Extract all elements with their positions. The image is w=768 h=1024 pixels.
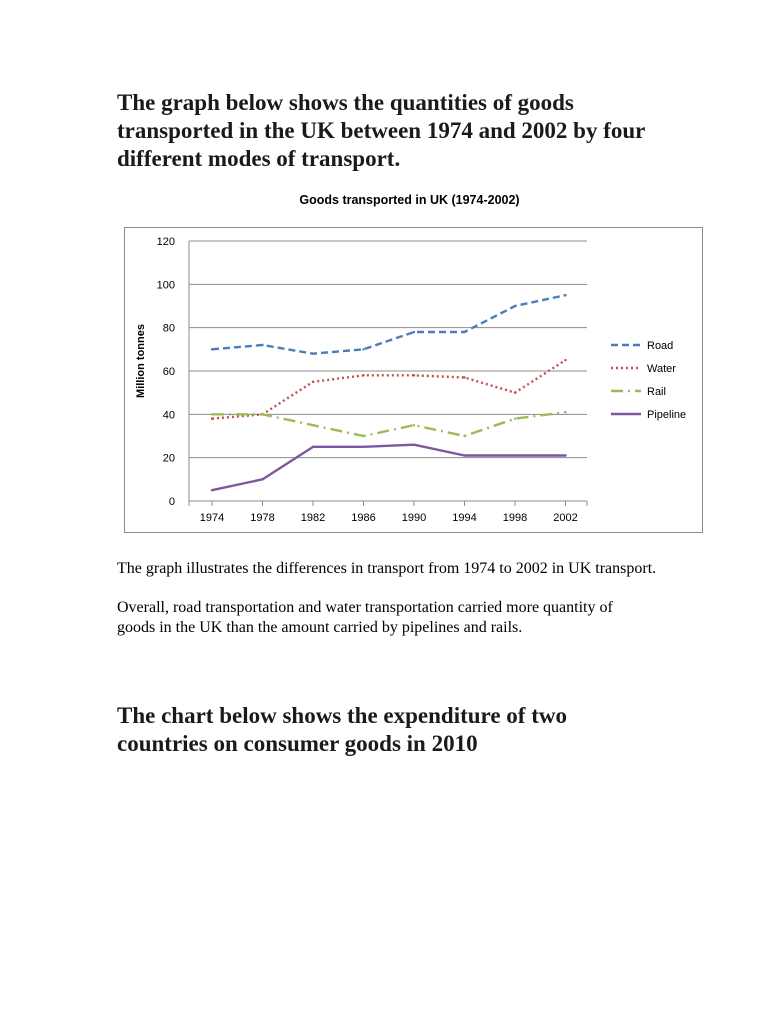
data-point-road	[564, 293, 567, 297]
data-point-rail	[362, 434, 365, 438]
y-tick-label: 80	[163, 323, 175, 335]
chart-series	[210, 293, 567, 492]
data-point-pipeline	[261, 478, 264, 481]
series-line-rail	[212, 410, 566, 438]
data-point-water	[564, 358, 567, 362]
legend-label-road: Road	[647, 340, 673, 352]
series-line-road	[211, 293, 566, 355]
data-point-rail	[412, 423, 416, 427]
data-point-rail	[513, 417, 517, 420]
line-chart: 0 20 40 60 80 100 120 1974 1978 1982 1986 1990 1994 1…	[124, 227, 703, 533]
series-line-water	[211, 359, 567, 420]
data-point-road	[261, 343, 264, 347]
page-heading-expenditure: The chart below shows the expenditure of…	[117, 703, 567, 756]
legend-label-rail: Rail	[647, 386, 666, 398]
data-point-water	[362, 374, 365, 377]
data-point-pipeline	[463, 454, 466, 457]
x-tick-label: 1990	[402, 512, 426, 524]
data-point-rail	[210, 413, 214, 416]
data-point-pipeline	[564, 454, 567, 457]
y-axis-label: Million tonnes	[135, 324, 147, 398]
data-point-water	[463, 376, 466, 379]
chart-legend: Road Water Rail Pipeline	[611, 340, 686, 421]
x-tick-label: 1982	[301, 512, 325, 524]
data-point-water	[210, 417, 214, 420]
paragraph-overview: Overall, road transportation and water t…	[117, 599, 613, 636]
x-tick-label: 1994	[452, 512, 476, 524]
y-tick-label: 60	[163, 366, 175, 378]
chart-title: Goods transported in UK (1974-2002)	[299, 193, 520, 207]
data-point-road	[513, 304, 517, 308]
legend-label-pipeline: Pipeline	[647, 409, 686, 421]
data-point-rail	[564, 410, 567, 414]
data-point-water	[513, 391, 517, 394]
data-point-road	[210, 348, 214, 351]
chart-svg: 0 20 40 60 80 100 120 1974 1978 1982 1986 1990 1994 1…	[135, 236, 686, 524]
data-point-road	[412, 330, 416, 334]
page-heading-goods-transport: The graph below shows the quantities of …	[117, 90, 645, 171]
y-tick-label: 40	[163, 409, 175, 421]
data-point-water	[412, 374, 416, 377]
y-tick-label: 120	[157, 236, 175, 248]
x-tick-label: 1974	[200, 512, 224, 524]
y-tick-label: 0	[169, 496, 175, 508]
data-point-road	[311, 352, 315, 355]
data-point-pipeline	[412, 443, 416, 446]
chart-gridlines	[189, 240, 587, 502]
data-point-pipeline	[210, 488, 214, 492]
data-point-rail	[311, 423, 315, 427]
series-line-pipeline	[211, 443, 566, 492]
data-point-road	[362, 348, 365, 351]
data-point-rail	[463, 434, 466, 438]
data-point-pipeline	[362, 445, 365, 449]
x-tick-label: 1986	[351, 512, 375, 524]
legend-label-water: Water	[647, 363, 676, 375]
x-tick-label: 1998	[503, 512, 527, 524]
y-tick-label: 100	[157, 279, 175, 291]
x-tick-label: 1978	[250, 512, 274, 524]
data-point-road	[463, 330, 466, 334]
x-tick-label: 2002	[553, 512, 577, 524]
y-tick-label: 20	[163, 453, 175, 465]
data-point-water	[311, 380, 315, 384]
chart-axes: 0 20 40 60 80 100 120 1974 1978 1982 1986 1990 1994 1…	[157, 236, 588, 524]
paragraph-intro: The graph illustrates the differences in…	[117, 560, 657, 577]
data-point-pipeline	[311, 445, 315, 449]
data-point-rail	[261, 413, 264, 416]
data-point-pipeline	[513, 454, 517, 457]
